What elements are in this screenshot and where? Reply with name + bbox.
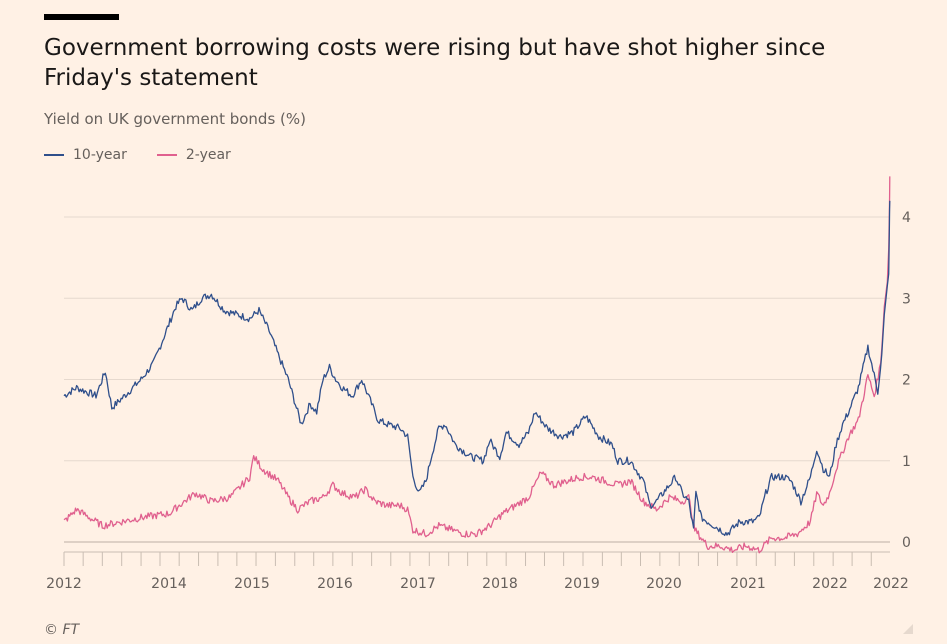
x-tick-label: 2012 [46, 576, 82, 592]
series-line-2-year [63, 176, 891, 554]
x-tick-label: 2018 [482, 576, 518, 592]
y-tick-label: 4 [902, 210, 911, 226]
legend-label-10-year: 10-year [73, 147, 127, 163]
x-axis-ticks: 2012 2014 2015 2016 2017 2018 2019 2020 2021 2022… [46, 551, 909, 592]
series-lines [63, 176, 891, 554]
gridlines [64, 216, 890, 543]
y-axis-ticks: 0 1 2 3 4 [902, 210, 911, 551]
x-tick-label: 2022 [812, 576, 848, 592]
chart-subtitle: Yield on UK government bonds (%) [44, 110, 306, 128]
legend-label-2-year: 2-year [185, 147, 231, 163]
chart-title: Government borrowing costs were rising b… [44, 35, 826, 91]
resize-corner-icon [903, 624, 913, 634]
legend-item-10-year: 10-year [44, 147, 127, 163]
legend-swatch-10-year [44, 154, 64, 156]
y-tick-label: 0 [902, 535, 911, 551]
x-tick-label: 2015 [234, 576, 270, 592]
x-tick-label: 2016 [317, 576, 353, 592]
y-tick-label: 2 [902, 373, 911, 389]
x-tick-label: 2019 [564, 576, 600, 592]
x-tick-label: 2014 [151, 576, 187, 592]
legend-item-2-year: 2-year [156, 147, 231, 163]
legend-swatch-2-year [156, 154, 177, 156]
y-tick-label: 3 [902, 291, 911, 307]
x-tick-label: 2017 [400, 576, 436, 592]
x-tick-label: 2022 [873, 576, 909, 592]
x-tick-label: 2021 [730, 576, 766, 592]
series-line-10-year [63, 200, 891, 537]
legend: 10-year 2-year [44, 147, 261, 163]
ft-top-bar [44, 14, 119, 20]
ft-copyright: © FT [44, 622, 80, 638]
x-tick-label: 2020 [646, 576, 682, 592]
y-tick-label: 1 [902, 454, 911, 470]
